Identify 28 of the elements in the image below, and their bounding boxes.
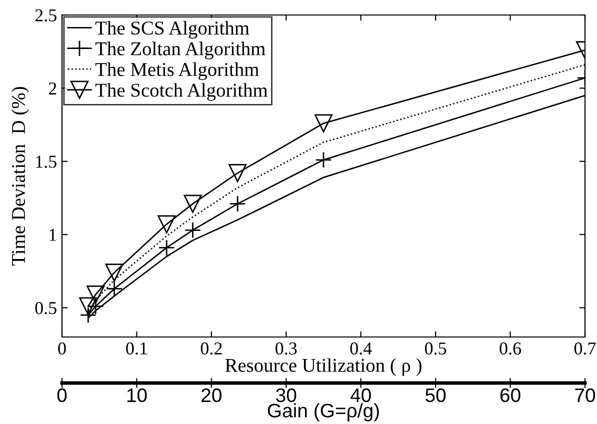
x-axis-title: Resource Utilization ( ρ ): [225, 358, 422, 376]
legend-label: The Scotch Algorithm: [95, 83, 268, 101]
y-tick-label: 1.5: [36, 156, 56, 168]
x2-tick-label: 20: [202, 388, 222, 402]
y-tick-label: 2.5: [35, 9, 56, 22]
x2-tick-label: 60: [500, 388, 520, 402]
y-tick-label: 2: [48, 82, 56, 94]
x-tick-label: 0.2: [200, 342, 222, 355]
x-tick-label: 0: [58, 342, 66, 355]
x2-tick-label: 40: [350, 388, 371, 402]
y-tick-label: 0.5: [35, 302, 56, 314]
x-tick-label: 0.7: [574, 342, 596, 355]
x-tick-label: 0.6: [500, 342, 522, 355]
x-tick-label: 0.3: [276, 342, 297, 355]
x2-tick-label: 30: [276, 388, 296, 402]
x2-axis-title: Gain (G=ρ/g): [268, 403, 379, 422]
x-tick-label: 0.4: [350, 342, 372, 355]
x2-tick-label: 50: [426, 388, 446, 402]
y-axis-title: Time Deviation D (%): [11, 87, 30, 266]
legend-label: The Metis Algorithm: [95, 62, 259, 80]
x2-tick-label: 70: [575, 388, 596, 402]
x-tick-label: 0.5: [424, 342, 446, 355]
y-tick-label: 1: [50, 228, 56, 241]
x-tick-label: 0.1: [126, 342, 147, 355]
legend-label: The SCS Algorithm: [95, 20, 250, 39]
x2-tick-label: 0: [57, 388, 67, 402]
x2-tick-label: 10: [127, 388, 147, 402]
legend-label: The Zoltan Algorithm: [95, 42, 266, 60]
